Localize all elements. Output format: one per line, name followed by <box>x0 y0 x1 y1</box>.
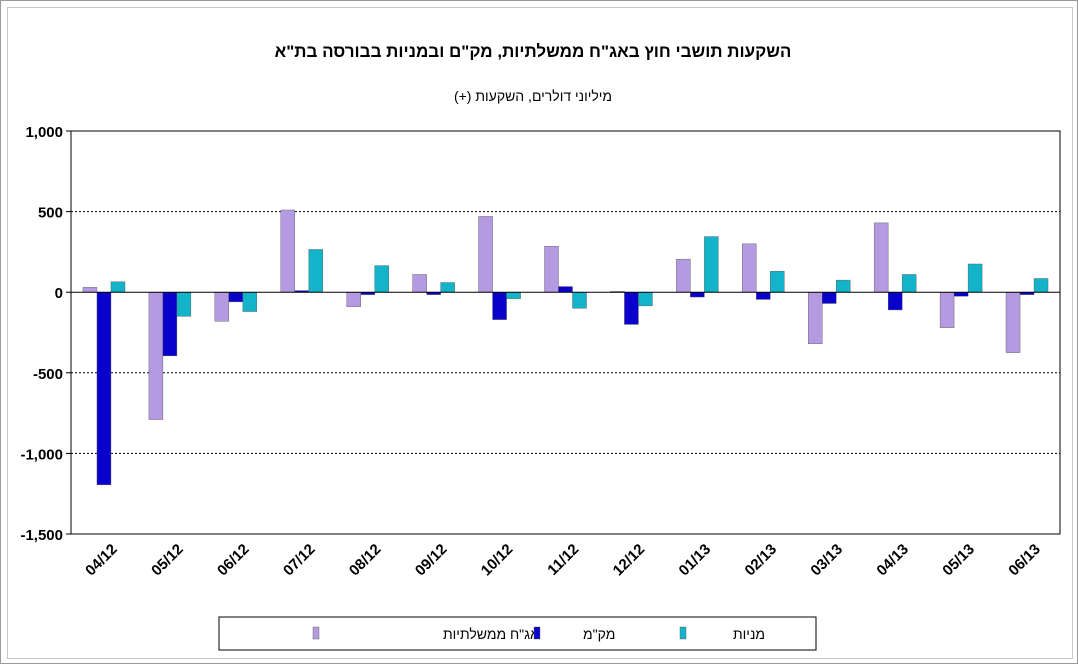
chart-inner-border <box>7 7 1073 659</box>
legend-label: מניות <box>733 626 765 642</box>
bar <box>374 265 389 293</box>
y-tick-label: -1,000 <box>20 446 63 463</box>
x-tick-label: 02/13 <box>742 541 781 580</box>
bar <box>412 274 427 293</box>
bar <box>676 258 691 293</box>
bar <box>214 292 230 322</box>
x-tick-label: 06/12 <box>214 541 253 580</box>
bar <box>887 292 903 311</box>
bar <box>544 246 559 293</box>
bar <box>82 287 98 293</box>
x-tick-label: 05/12 <box>148 541 187 580</box>
legend-swatch <box>312 626 320 640</box>
bar <box>836 279 851 293</box>
bar <box>346 292 361 307</box>
x-tick-label: 12/12 <box>610 541 649 580</box>
bar <box>162 292 178 357</box>
bar <box>440 282 455 293</box>
x-tick-label: 04/12 <box>82 541 121 580</box>
bar <box>148 292 164 420</box>
y-tick-label: 1,000 <box>25 124 63 141</box>
bar <box>228 292 244 303</box>
bar <box>572 292 587 309</box>
bar <box>742 243 757 293</box>
bar <box>704 236 719 293</box>
x-tick-label: 11/12 <box>544 541 582 579</box>
bar <box>939 292 955 328</box>
bar <box>638 292 653 307</box>
x-tick-label: 03/13 <box>807 541 846 580</box>
bar <box>901 274 917 293</box>
plot-background <box>70 130 1061 535</box>
x-tick-label: 10/12 <box>478 541 517 580</box>
bar <box>873 222 889 293</box>
y-tick-label: 500 <box>38 205 63 222</box>
bar <box>808 292 823 344</box>
bar <box>1033 278 1049 293</box>
bar <box>110 281 126 293</box>
plot-area: 1,000 500 0 -500 -1,000 -1,500 04/12 05/12 06/12… <box>20 124 1061 580</box>
bar <box>506 292 521 299</box>
legend-swatch <box>533 626 541 640</box>
legend-swatch <box>679 626 687 640</box>
x-tick-label: 08/12 <box>346 541 385 580</box>
y-tick-label: -1,500 <box>20 527 63 544</box>
x-tick-label: 06/13 <box>1005 541 1044 580</box>
y-tick-label: 0 <box>55 285 63 302</box>
bar <box>624 292 639 325</box>
bar <box>558 286 573 293</box>
x-tick-label: 04/13 <box>873 541 912 580</box>
x-tick-label: 07/12 <box>280 541 319 580</box>
bar <box>1005 292 1021 353</box>
bar <box>953 292 969 297</box>
x-tick-label: 09/12 <box>412 541 451 580</box>
bar <box>308 249 323 293</box>
bar <box>690 292 705 298</box>
y-tick-label: -500 <box>33 366 63 383</box>
x-tick-label: 05/13 <box>939 541 978 580</box>
legend-label: אג"ח ממשלתיות <box>443 626 539 642</box>
bar <box>96 292 112 486</box>
bar <box>492 292 507 320</box>
chart-subtitle: מיליוני דולרים, השקעות (+) <box>454 88 612 104</box>
bar <box>280 209 295 293</box>
chart-title: השקעות תושבי חוץ באג"ח ממשלתיות, מק"ם וב… <box>275 42 792 61</box>
legend-label: מק"מ <box>583 626 615 642</box>
bar <box>822 292 837 304</box>
x-tick-label: 01/13 <box>676 541 715 580</box>
bar <box>478 216 493 293</box>
bar <box>176 292 192 317</box>
bar <box>770 271 785 293</box>
bar <box>242 292 258 312</box>
bar <box>756 292 771 300</box>
legend: אג"ח ממשלתיות מק"מ מניות <box>218 616 817 651</box>
bar <box>967 263 983 293</box>
